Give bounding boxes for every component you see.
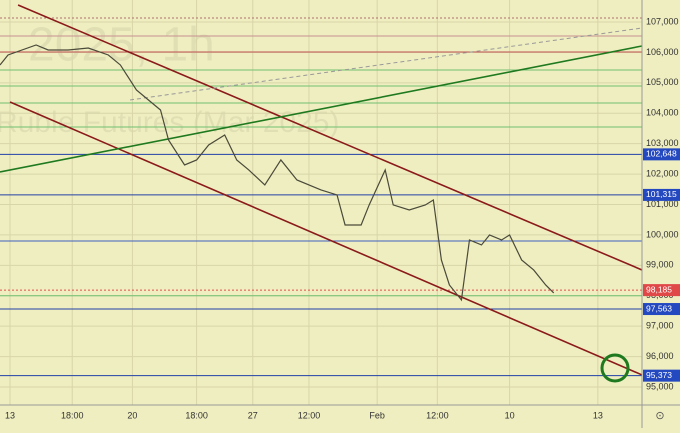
y-tick-label: 102,000 [646,168,679,178]
y-tick-label: 105,000 [646,77,679,87]
y-tick-label: 107,000 [646,16,679,26]
x-tick-label: 12:00 [298,410,321,420]
y-tick-label: 96,000 [646,351,674,361]
level-label: 98,185 [646,284,672,294]
trend-line [17,4,642,271]
price-line [0,44,555,302]
level-label-box [643,369,680,382]
trend-line [0,45,642,173]
y-tick-label: 97,000 [646,321,674,331]
y-tick-label: 103,000 [646,138,679,148]
x-tick-label: 20 [127,410,137,420]
trend-line [9,101,642,376]
y-tick-label: 101,000 [646,199,679,209]
level-label-box [643,148,680,161]
x-tick-label: 13 [593,410,603,420]
x-tick-label: 10 [505,410,515,420]
y-tick-label: 99,000 [646,260,674,270]
level-label-box [643,188,680,201]
level-label-box [643,303,680,316]
x-tick-label: 27 [248,410,258,420]
level-label-box [643,284,680,297]
y-tick-label: 95,000 [646,381,674,391]
trend-line [129,27,642,101]
level-label: 102,648 [646,149,677,159]
watermark-subtitle: Ruble Futures (Mar 2025) [0,106,339,139]
x-tick-label: Feb [369,410,385,420]
x-tick-label: 13 [5,410,15,420]
level-label: 101,315 [646,189,677,199]
y-tick-label: 100,000 [646,229,679,239]
level-label: 95,373 [646,370,672,380]
y-tick-label: 106,000 [646,47,679,57]
settings-icon[interactable]: ⊙ [655,410,664,422]
x-tick-label: 18:00 [185,410,208,420]
axes: 95,00096,00097,00098,00099,000100,000101… [5,16,680,420]
watermark-title: 2025, 1h [28,19,215,72]
highlight-circle [600,353,630,383]
plot-area [0,0,642,405]
x-tick-label: 18:00 [61,410,84,420]
y-tick-label: 104,000 [646,108,679,118]
level-label: 97,563 [646,303,672,313]
x-tick-label: 12:00 [426,410,449,420]
